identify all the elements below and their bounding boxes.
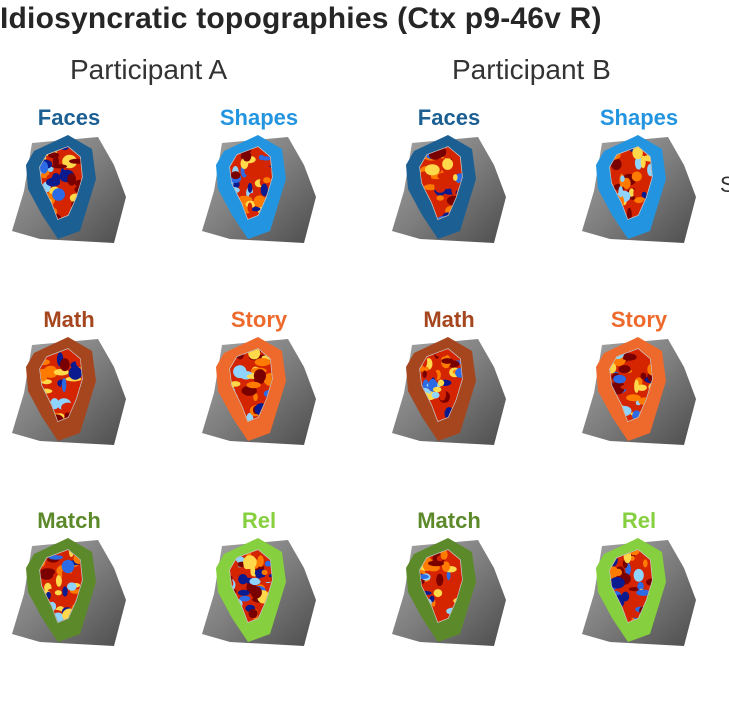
- topography-panel-story-participant-a: Story: [194, 307, 324, 507]
- topography-panel-shapes-participant-a: Shapes: [194, 105, 324, 305]
- task-label: Rel: [241, 508, 277, 533]
- cortical-map-image: [582, 337, 696, 445]
- cortical-map-image: [392, 538, 506, 646]
- cortical-map-image: [392, 337, 506, 445]
- topography-panel-match-participant-b: Match: [384, 508, 514, 708]
- figure-title: Idiosyncratic topographies (Ctx p9-46v R…: [0, 2, 602, 35]
- task-label: Match: [37, 508, 101, 533]
- task-label: Story: [230, 307, 288, 332]
- cropped-side-label: S: [720, 172, 729, 197]
- topography-panel-match-participant-a: Match: [4, 508, 134, 708]
- task-label: Math: [43, 307, 95, 332]
- task-label: Shapes: [599, 105, 679, 130]
- topography-panel-shapes-participant-b: Shapes: [574, 105, 704, 305]
- topography-panel-faces-participant-a: Faces: [4, 105, 134, 305]
- cortical-map-image: [582, 538, 696, 646]
- task-label: Math: [423, 307, 475, 332]
- task-label: Faces: [417, 105, 481, 130]
- cortical-map-image: [12, 337, 126, 445]
- cortical-map-image: [202, 538, 316, 646]
- topography-panel-rel-participant-b: Rel: [574, 508, 704, 708]
- task-label: Rel: [621, 508, 657, 533]
- topography-panel-math-participant-b: Math: [384, 307, 514, 507]
- activation-map: [230, 550, 272, 622]
- cortical-map-image: [12, 135, 126, 243]
- topography-panel-story-participant-b: Story: [574, 307, 704, 507]
- task-label: Shapes: [219, 105, 299, 130]
- task-label: Faces: [37, 105, 101, 130]
- task-label: Match: [417, 508, 481, 533]
- cortical-map-image: [582, 135, 696, 243]
- participant-b-heading: Participant B: [452, 54, 611, 85]
- topography-panel-faces-participant-b: Faces: [384, 105, 514, 305]
- participant-a-heading: Participant A: [70, 54, 228, 85]
- topography-panel-rel-participant-a: Rel: [194, 508, 324, 708]
- task-label: Story: [610, 307, 668, 332]
- cortical-map-image: [202, 135, 316, 243]
- cortical-map-image: [202, 337, 316, 445]
- topography-panel-math-participant-a: Math: [4, 307, 134, 507]
- cortical-map-image: [12, 538, 126, 646]
- cortical-map-image: [392, 135, 506, 243]
